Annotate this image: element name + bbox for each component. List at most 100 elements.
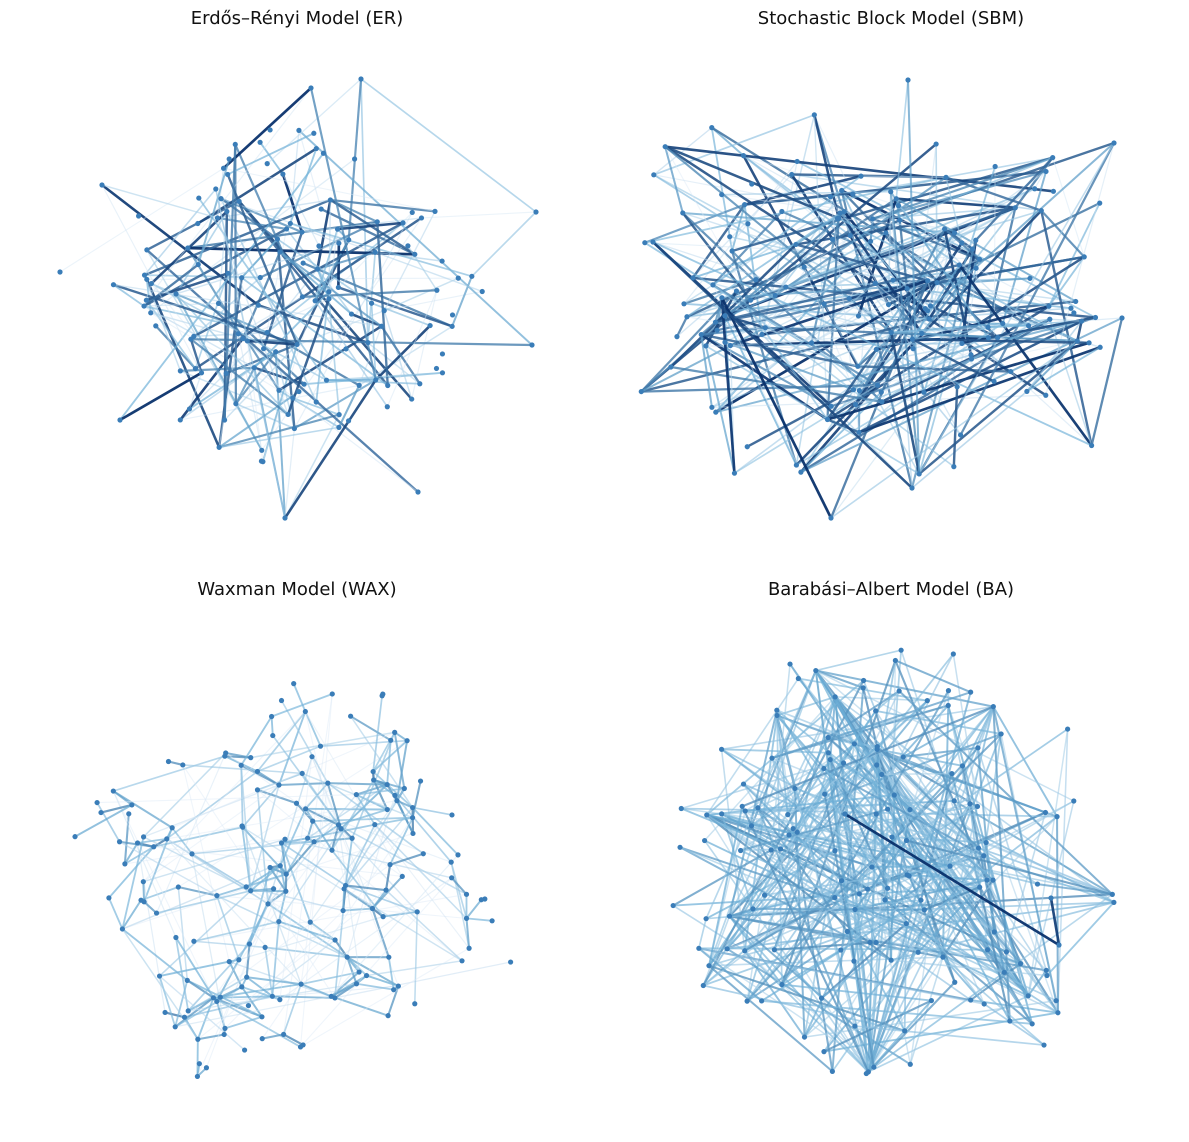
graph-node (684, 314, 690, 320)
graph-node (251, 365, 257, 371)
graph-edge (274, 351, 286, 519)
graph-edge (121, 836, 145, 930)
graph-edge (795, 243, 929, 282)
graph-node (968, 997, 974, 1003)
graph-node (334, 226, 341, 232)
graph-node (874, 382, 881, 388)
graph-node (852, 1023, 858, 1029)
graph-edge (327, 782, 388, 786)
graph-node (276, 387, 282, 393)
graph-node (236, 957, 242, 963)
graph-edge (853, 888, 869, 962)
graph-edge (1026, 340, 1078, 393)
graph-node (301, 381, 307, 387)
graph-edge (848, 297, 962, 436)
graph-node (173, 934, 179, 941)
graph-node (990, 877, 996, 883)
graph-edge (839, 931, 849, 951)
graph-edge (652, 241, 1092, 447)
graph-node (328, 993, 334, 999)
graph-edge (466, 917, 493, 922)
graph-edge (191, 840, 315, 855)
ba-network-graph (670, 647, 1117, 1077)
graph-node (370, 768, 376, 775)
graph-node (893, 196, 899, 202)
graph-node (449, 812, 455, 818)
graph-edge (278, 389, 340, 429)
graph-node (164, 836, 170, 842)
graph-edge (764, 865, 951, 896)
graph-edge (122, 866, 271, 930)
panel-title: Barabási–Albert Model (BA) (767, 579, 1015, 600)
graph-node (818, 995, 825, 1001)
graph-node (1053, 998, 1059, 1004)
graph-edge (959, 142, 1115, 436)
graph-edge (830, 340, 1078, 519)
graph-node (902, 1028, 908, 1034)
graph-edge (1057, 729, 1069, 1013)
graph-node (874, 743, 880, 750)
graph-edge (976, 747, 996, 933)
graph-edge (281, 173, 304, 233)
graph-edge (911, 390, 1028, 489)
graph-edge (714, 297, 723, 323)
graph-node (674, 334, 680, 340)
graph-edge (773, 690, 900, 951)
graph-edge (246, 976, 302, 986)
graph-edge (698, 918, 707, 949)
graph-node (283, 888, 289, 894)
graph-node (144, 247, 150, 253)
graph-node (98, 809, 104, 816)
graph-edge (675, 316, 688, 338)
graph-node (318, 206, 324, 212)
graph-edge (664, 146, 684, 214)
graph-node (840, 760, 847, 766)
graph-node (226, 959, 232, 965)
graph-edge (891, 660, 897, 838)
graph-edge (271, 921, 280, 997)
graph-edge (143, 263, 199, 308)
graph-node (992, 163, 998, 170)
graph-edge (326, 372, 443, 381)
graph-node (742, 948, 748, 954)
graph-edge (220, 198, 317, 403)
graph-node (984, 877, 990, 883)
graph-node (740, 781, 747, 787)
graph-edge (875, 886, 981, 944)
graph-node (312, 298, 318, 304)
graph-edge (197, 147, 317, 225)
graph-node (311, 130, 317, 136)
graph-node (156, 973, 163, 979)
graph-edge (726, 887, 888, 950)
graph-node (1119, 315, 1125, 321)
graph-edge (975, 267, 1050, 307)
graph-edge (1049, 318, 1082, 322)
graph-edge (228, 961, 243, 988)
graph-edge (985, 841, 1113, 896)
graph-edge (412, 806, 453, 816)
graph-node (380, 914, 386, 920)
graph-node (906, 873, 912, 879)
graph-node (184, 977, 190, 983)
graph-edge (731, 250, 776, 297)
graph-edge (895, 79, 909, 199)
graph-node (283, 871, 289, 877)
graph-edge (383, 310, 413, 400)
graph-edge (257, 788, 297, 805)
graph-node (432, 208, 438, 214)
graph-edge (304, 711, 347, 886)
graph-edge (74, 804, 133, 838)
graph-edge (304, 782, 329, 810)
graph-node (299, 229, 305, 235)
graph-edge (269, 866, 287, 876)
graph-edge (844, 812, 1060, 947)
graph-edge (386, 290, 438, 407)
graph-node (841, 209, 847, 215)
graph-node (489, 918, 495, 924)
graph-edge (246, 976, 273, 998)
graph-edge (394, 794, 452, 863)
graph-node (829, 1068, 835, 1074)
graph-node (956, 262, 962, 268)
graph-node (220, 165, 227, 171)
graph-node (1071, 310, 1077, 316)
